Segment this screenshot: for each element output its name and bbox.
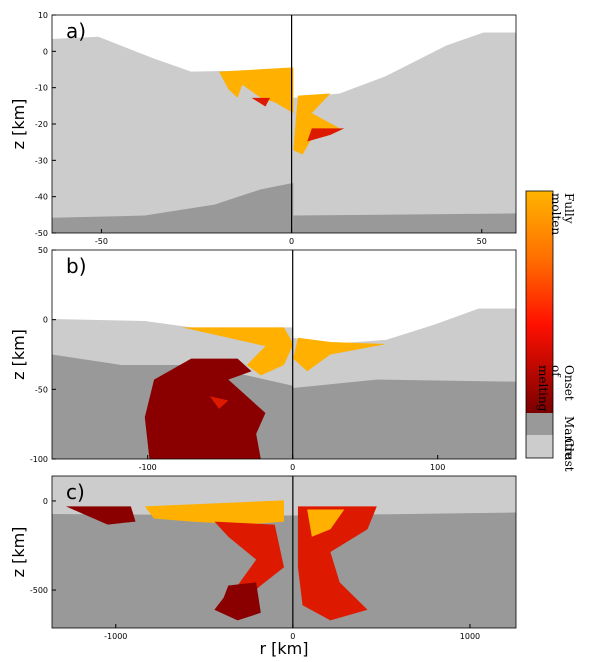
y-tick-label: -100 [30, 455, 48, 464]
colorbar-label-line: Mantle [562, 416, 576, 459]
region [52, 15, 516, 98]
colorbar-label-line: melting [536, 365, 550, 412]
region [293, 93, 340, 155]
region [214, 582, 261, 621]
colorbar-label-line: of [549, 365, 563, 378]
colorbar-label-line: Crust [562, 438, 576, 472]
y-tick-label: 50 [38, 246, 48, 255]
colorbar-frame [525, 190, 554, 459]
x-tick-label: 0 [290, 463, 295, 472]
panel-label: a) [66, 19, 86, 43]
colorbar-label-line: molten [549, 193, 563, 235]
y-tick-label: -20 [35, 120, 48, 129]
region [293, 213, 516, 233]
panel-label: b) [66, 254, 87, 278]
y-axis-label: z [km] [9, 99, 28, 150]
region [144, 358, 266, 459]
y-tick-label: -10 [35, 84, 48, 93]
colorbar-label-line: Onset [562, 365, 576, 401]
panel-label: c) [66, 480, 85, 504]
colorbar-label-line: Fully [562, 193, 576, 224]
colorbar-label: Mantle [562, 416, 576, 459]
region [65, 506, 136, 525]
region [297, 506, 377, 621]
region [293, 379, 516, 459]
region [307, 509, 345, 537]
colorbar-label: Onsetofmelting [536, 365, 576, 412]
plot-frame [51, 249, 517, 460]
y-axis-label: z [km] [9, 527, 28, 578]
x-tick-label: -1000 [104, 632, 127, 641]
colorbar [525, 190, 554, 459]
y-tick-label: 10 [38, 11, 48, 20]
region [214, 521, 284, 598]
x-tick-label: 0 [289, 237, 294, 246]
region [219, 67, 294, 114]
y-tick-label: -50 [35, 385, 48, 394]
region [52, 510, 516, 628]
x-tick-label: -50 [95, 237, 108, 246]
y-tick-label: 0 [43, 316, 48, 325]
x-tick-label: 100 [430, 463, 445, 472]
y-tick-label: -500 [30, 586, 48, 595]
y-axis-label: z [km] [9, 329, 28, 380]
colorbar-mantle [526, 413, 553, 435]
region [293, 337, 387, 372]
y-tick-label: -50 [35, 229, 48, 238]
x-tick-label: 0 [290, 632, 295, 641]
colorbar-label: Crust [562, 438, 576, 472]
region [52, 250, 516, 345]
plot-frame [51, 475, 517, 629]
region [251, 97, 271, 107]
x-tick-label: 1000 [460, 632, 480, 641]
panel: -1000 0 1000 0 -500 c) z [km] r [km] [9, 475, 517, 658]
region [181, 327, 294, 376]
y-tick-label: -40 [35, 193, 48, 202]
y-tick-label: 0 [43, 47, 48, 56]
y-tick-label: 0 [43, 497, 48, 506]
colorbar-gradient [526, 191, 553, 413]
region [307, 128, 345, 142]
panel: -100 0 100 50 0 -50 -100 b) z [km] [9, 246, 517, 472]
region [209, 396, 229, 409]
x-axis-label: r [km] [260, 639, 309, 658]
region [144, 500, 284, 525]
x-tick-label: -100 [139, 463, 157, 472]
colorbar-label: Fullymolten [549, 193, 576, 235]
x-tick-label: 50 [477, 237, 487, 246]
y-tick-label: -30 [35, 156, 48, 165]
colorbar-crust [526, 435, 553, 458]
region [52, 182, 294, 233]
